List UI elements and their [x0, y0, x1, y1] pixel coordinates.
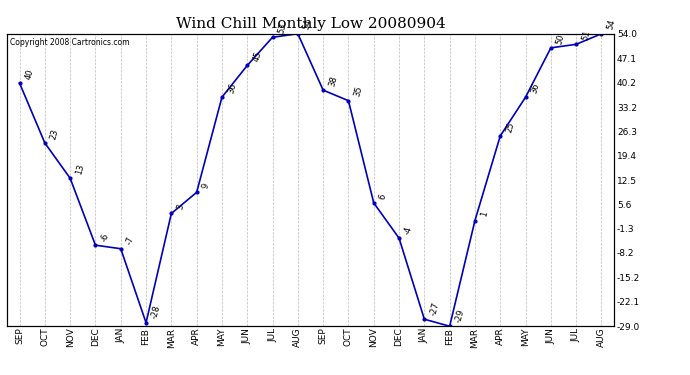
Text: 38: 38 [327, 75, 339, 87]
Text: 53: 53 [277, 22, 288, 34]
Text: Copyright 2008 Cartronics.com: Copyright 2008 Cartronics.com [10, 38, 130, 47]
Title: Wind Chill Monthly Low 20080904: Wind Chill Monthly Low 20080904 [176, 17, 445, 31]
Text: 51: 51 [580, 29, 592, 42]
Text: -29: -29 [454, 308, 466, 324]
Text: 36: 36 [530, 82, 541, 94]
Text: 6: 6 [378, 193, 388, 200]
Text: 1: 1 [479, 210, 489, 218]
Text: -27: -27 [428, 301, 441, 316]
Text: 50: 50 [555, 33, 566, 45]
Text: 54: 54 [302, 18, 313, 31]
Text: 36: 36 [226, 82, 237, 94]
Text: -6: -6 [99, 232, 110, 242]
Text: -28: -28 [150, 304, 162, 320]
Text: 35: 35 [353, 86, 364, 98]
Text: 40: 40 [23, 68, 35, 80]
Text: 9: 9 [201, 182, 211, 189]
Text: 3: 3 [175, 203, 186, 211]
Text: 45: 45 [251, 50, 263, 63]
Text: 54: 54 [606, 18, 617, 31]
Text: -4: -4 [403, 225, 414, 236]
Text: 23: 23 [49, 128, 61, 140]
Text: 25: 25 [504, 121, 516, 133]
Text: 13: 13 [75, 163, 86, 176]
Text: -7: -7 [125, 236, 136, 246]
